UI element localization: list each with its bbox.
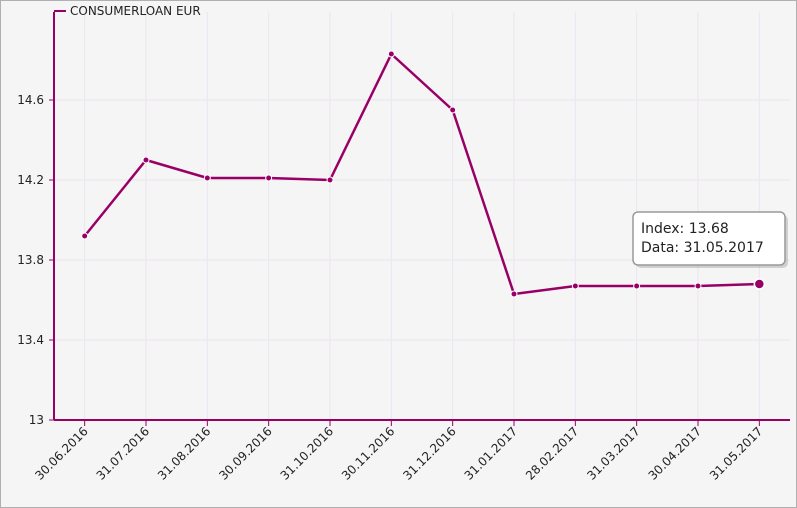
y-tick-label: 13 xyxy=(29,413,44,427)
data-point xyxy=(571,282,579,290)
data-point xyxy=(694,282,702,290)
data-point xyxy=(449,106,457,114)
tooltip: Index: 13.68 Data: 31.05.2017 xyxy=(632,211,788,268)
data-point xyxy=(203,174,211,182)
data-point xyxy=(753,278,766,290)
legend-label: CONSUMERLOAN EUR xyxy=(70,4,201,18)
data-point xyxy=(633,282,641,290)
data-point xyxy=(387,50,395,58)
y-tick-label: 13.4 xyxy=(17,333,44,347)
y-tick-label: 14.2 xyxy=(17,173,44,187)
data-point xyxy=(326,176,334,184)
tooltip-line: Data: 31.05.2017 xyxy=(641,240,764,256)
tooltip-box xyxy=(632,211,786,266)
y-tick-label: 14.6 xyxy=(17,93,44,107)
data-point xyxy=(265,174,273,182)
data-point xyxy=(81,232,89,240)
data-point xyxy=(142,156,150,164)
data-point xyxy=(510,290,518,298)
tooltip-line: Index: 13.68 xyxy=(641,221,729,237)
series-line xyxy=(83,52,760,296)
y-tick-label: 13.8 xyxy=(17,253,44,267)
